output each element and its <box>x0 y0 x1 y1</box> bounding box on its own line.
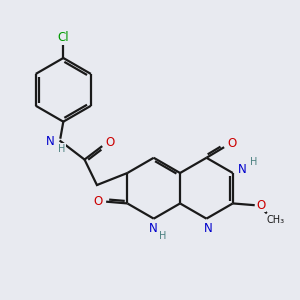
Text: O: O <box>227 137 236 150</box>
Text: N: N <box>46 135 54 148</box>
Text: H: H <box>58 144 65 154</box>
Text: H: H <box>159 231 166 241</box>
Text: N: N <box>204 222 213 235</box>
Text: O: O <box>256 199 266 212</box>
Text: Cl: Cl <box>58 31 69 44</box>
Text: H: H <box>250 157 257 167</box>
Text: N: N <box>149 222 158 235</box>
Text: N: N <box>238 163 247 176</box>
Text: CH₃: CH₃ <box>267 215 285 225</box>
Text: O: O <box>94 195 103 208</box>
Text: O: O <box>105 136 115 149</box>
